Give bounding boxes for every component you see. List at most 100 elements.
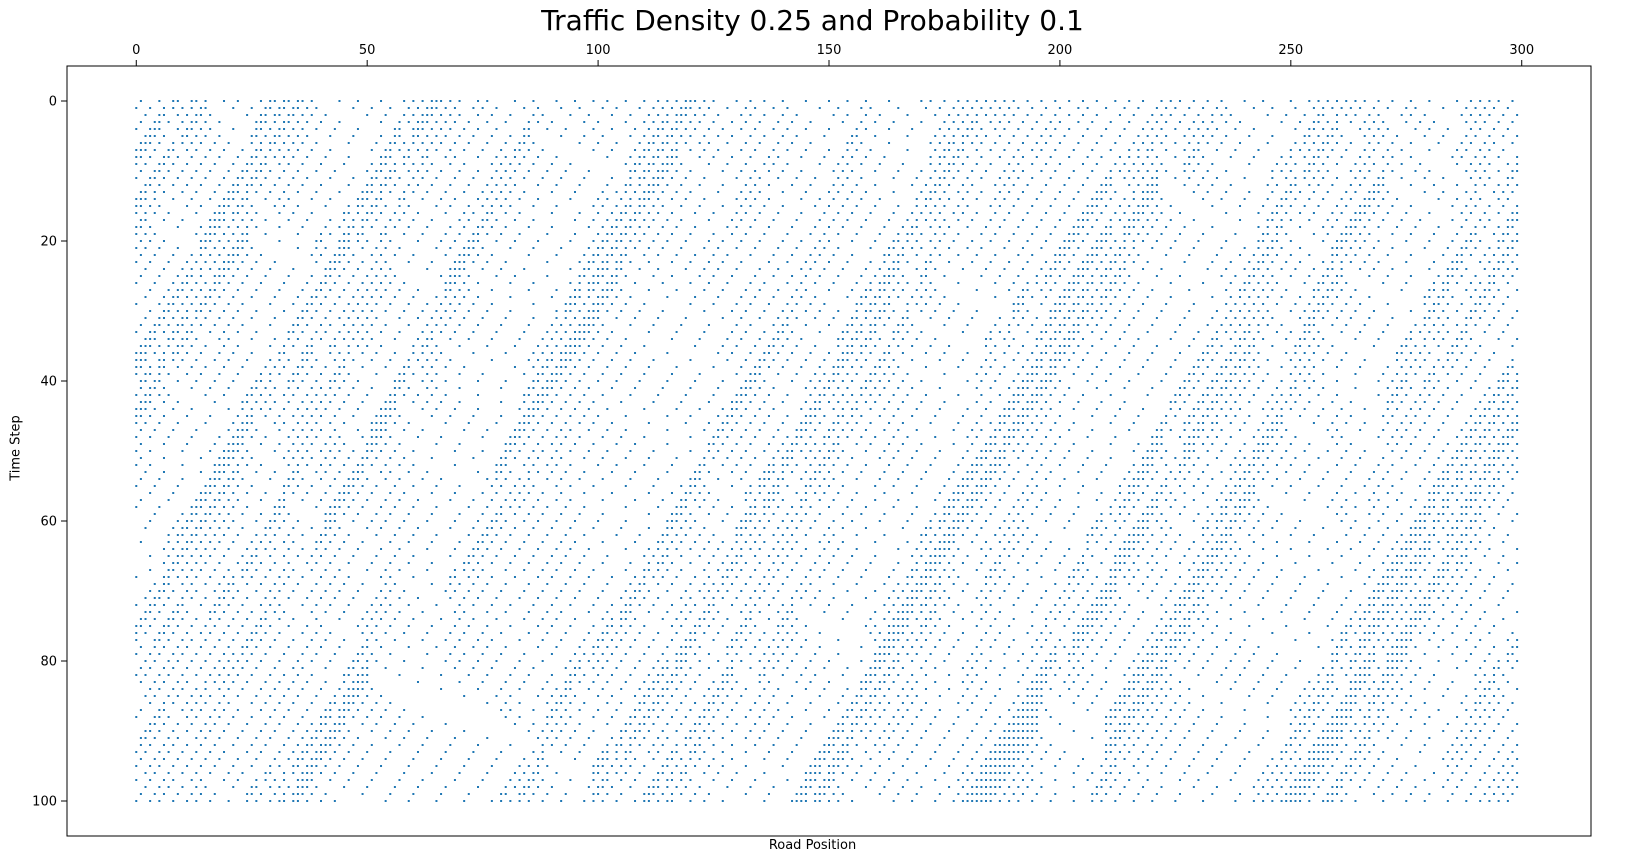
car-point	[1354, 254, 1357, 256]
car-point	[786, 149, 789, 151]
car-point	[181, 170, 184, 172]
car-point	[246, 212, 249, 214]
car-point	[167, 436, 170, 438]
car-point	[1045, 184, 1048, 186]
car-point	[195, 170, 198, 172]
car-point	[1058, 436, 1061, 438]
car-point	[403, 380, 406, 382]
car-point	[320, 401, 322, 403]
car-point	[624, 163, 627, 165]
car-point	[1169, 205, 1172, 207]
car-point	[731, 156, 734, 158]
car-point	[1123, 240, 1126, 242]
car-point	[1243, 317, 1246, 319]
car-point	[1239, 310, 1242, 312]
car-point	[1220, 114, 1223, 116]
car-point	[1326, 296, 1329, 298]
car-point	[1160, 163, 1163, 165]
car-point	[1368, 114, 1371, 116]
car-point	[190, 289, 193, 291]
car-point	[1363, 177, 1366, 179]
car-point	[403, 142, 406, 144]
car-point	[767, 443, 770, 445]
car-point	[1026, 184, 1029, 186]
car-point	[1363, 324, 1366, 326]
car-point	[412, 177, 415, 179]
car-point	[1234, 387, 1237, 389]
car-point	[139, 149, 142, 151]
car-point	[1026, 100, 1029, 102]
car-point	[1077, 282, 1080, 284]
car-point	[721, 128, 724, 130]
car-point	[800, 240, 803, 242]
car-point	[1049, 268, 1052, 270]
car-point	[324, 443, 327, 445]
car-point	[255, 177, 258, 179]
car-point	[888, 268, 891, 270]
car-point	[1428, 240, 1431, 242]
car-point	[1469, 177, 1472, 179]
car-point	[846, 373, 849, 375]
car-point	[232, 184, 235, 186]
car-point	[1446, 331, 1449, 333]
car-point	[749, 380, 752, 382]
car-point	[1155, 240, 1158, 242]
car-point	[564, 170, 567, 172]
car-point	[1068, 289, 1071, 291]
car-point	[176, 310, 179, 312]
car-point	[1091, 170, 1094, 172]
car-point	[795, 219, 798, 221]
car-point	[1017, 303, 1020, 305]
car-point	[1169, 282, 1172, 284]
car-point	[1414, 401, 1417, 403]
car-point	[901, 380, 904, 382]
car-point	[1299, 247, 1302, 249]
car-point	[1072, 338, 1075, 340]
car-point	[449, 268, 452, 270]
car-point	[1511, 359, 1514, 361]
car-point	[749, 373, 752, 375]
car-point	[971, 184, 974, 186]
car-point	[1132, 114, 1135, 116]
car-point	[1354, 226, 1357, 228]
car-point	[694, 345, 697, 347]
car-point	[841, 170, 844, 172]
car-point	[1188, 289, 1191, 291]
car-point	[1465, 345, 1468, 347]
car-point	[1354, 289, 1357, 291]
car-point	[740, 240, 743, 242]
car-point	[1211, 387, 1214, 389]
car-point	[869, 408, 872, 410]
car-point	[1488, 275, 1491, 277]
car-point	[1183, 422, 1186, 424]
car-point	[246, 170, 249, 172]
car-point	[232, 219, 235, 221]
car-point	[809, 422, 812, 424]
car-point	[1322, 282, 1325, 284]
car-point	[523, 401, 526, 403]
car-point	[1211, 408, 1214, 410]
car-point	[537, 240, 540, 242]
car-point	[352, 254, 355, 256]
car-point	[1035, 415, 1038, 417]
car-point	[1132, 219, 1135, 221]
car-point	[994, 128, 997, 130]
car-point	[550, 121, 553, 123]
car-point	[1266, 198, 1269, 200]
car-point	[1493, 282, 1496, 284]
car-point	[301, 226, 304, 228]
car-point	[1386, 401, 1389, 403]
car-point	[966, 324, 969, 326]
car-point	[1326, 191, 1329, 193]
car-point	[218, 205, 221, 207]
car-point	[560, 408, 563, 410]
car-point	[1049, 275, 1052, 277]
car-point	[1123, 401, 1126, 403]
car-point	[1091, 212, 1094, 214]
car-point	[264, 135, 267, 137]
car-point	[985, 226, 988, 228]
car-point	[1257, 331, 1260, 333]
car-point	[883, 387, 886, 389]
car-point	[1340, 289, 1343, 291]
car-point	[1049, 366, 1052, 368]
